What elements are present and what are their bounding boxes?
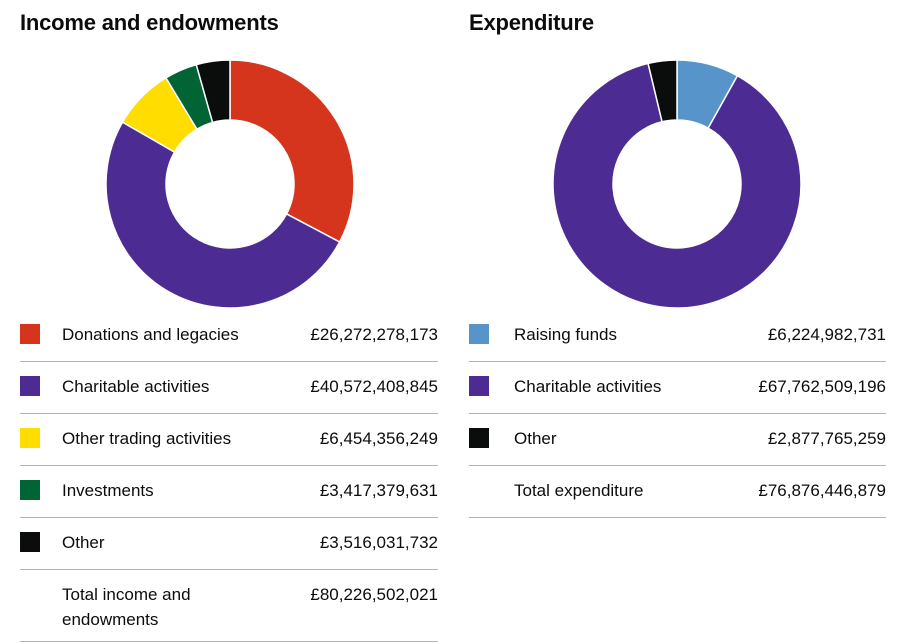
slice-income-and-endowments-charitable-activities [105, 121, 341, 309]
legend-label-exp-charitable-activities: Charitable activities [514, 377, 662, 396]
legend-row-total-expenditure: Total expenditure £76,876,446,879 [469, 466, 886, 518]
expenditure-legend: Raising funds £6,224,982,731 Charitable … [469, 310, 886, 518]
legend-value-other-trading: £6,454,356,249 [319, 429, 438, 448]
legend-swatch-other [20, 532, 40, 552]
legend-label-other: Other [62, 533, 105, 552]
legend-value-investments: £3,417,379,631 [319, 481, 438, 500]
income-donut-chart [105, 59, 355, 309]
legend-swatch-exp-charitable-activities [469, 376, 489, 396]
legend-row-other-trading: Other trading activities £6,454,356,249 [20, 414, 438, 466]
legend-swatch-exp-other [469, 428, 489, 448]
legend-label-other-trading: Other trading activities [62, 429, 232, 448]
legend-label-total-expenditure: Total expenditure [514, 481, 644, 500]
legend-row-exp-other: Other £2,877,765,259 [469, 414, 886, 466]
slice-expenditure-charitable-activities [552, 62, 802, 309]
legend-value-charitable-activities: £40,572,408,845 [310, 377, 438, 396]
legend-swatch-donations [20, 324, 40, 344]
legend-value-donations: £26,272,278,173 [310, 325, 438, 344]
legend-label-charitable-activities: Charitable activities [62, 377, 210, 396]
expenditure-donut-chart [552, 59, 802, 309]
legend-row-investments: Investments £3,417,379,631 [20, 466, 438, 518]
legend-value-total-income: £80,226,502,021 [310, 585, 438, 604]
slice-income-and-endowments-donations-and-legacies [229, 59, 355, 244]
legend-row-donations: Donations and legacies £26,272,278,173 [20, 310, 438, 362]
expenditure-title: Expenditure [469, 10, 594, 35]
legend-swatch-charitable-activities [20, 376, 40, 396]
slice-income-and-endowments-other [195, 59, 231, 124]
legend-row-exp-charitable-activities: Charitable activities £67,762,509,196 [469, 362, 886, 414]
legend-label-donations: Donations and legacies [62, 325, 239, 344]
legend-row-raising-funds: Raising funds £6,224,982,731 [469, 310, 886, 362]
legend-label-raising-funds: Raising funds [514, 325, 618, 344]
legend-value-exp-other: £2,877,765,259 [767, 429, 886, 448]
legend-row-total-income: Total income and endowments £80,226,502,… [20, 570, 438, 642]
legend-label-exp-other: Other [514, 429, 557, 448]
legend-swatch-other-trading [20, 428, 40, 448]
legend-value-other: £3,516,031,732 [319, 533, 438, 552]
legend-label-investments: Investments [62, 481, 154, 500]
income-title: Income and endowments [20, 10, 279, 35]
legend-value-raising-funds: £6,224,982,731 [767, 325, 886, 344]
legend-label-total-income: Total income and endowments [62, 585, 191, 629]
legend-value-exp-charitable-activities: £67,762,509,196 [758, 377, 886, 396]
slice-expenditure-other [647, 59, 678, 123]
legend-row-other: Other £3,516,031,732 [20, 518, 438, 570]
legend-row-charitable-activities: Charitable activities £40,572,408,845 [20, 362, 438, 414]
legend-swatch-investments [20, 480, 40, 500]
income-legend: Donations and legacies £26,272,278,173 C… [20, 310, 438, 642]
legend-value-total-expenditure: £76,876,446,879 [758, 481, 886, 500]
legend-swatch-raising-funds [469, 324, 489, 344]
